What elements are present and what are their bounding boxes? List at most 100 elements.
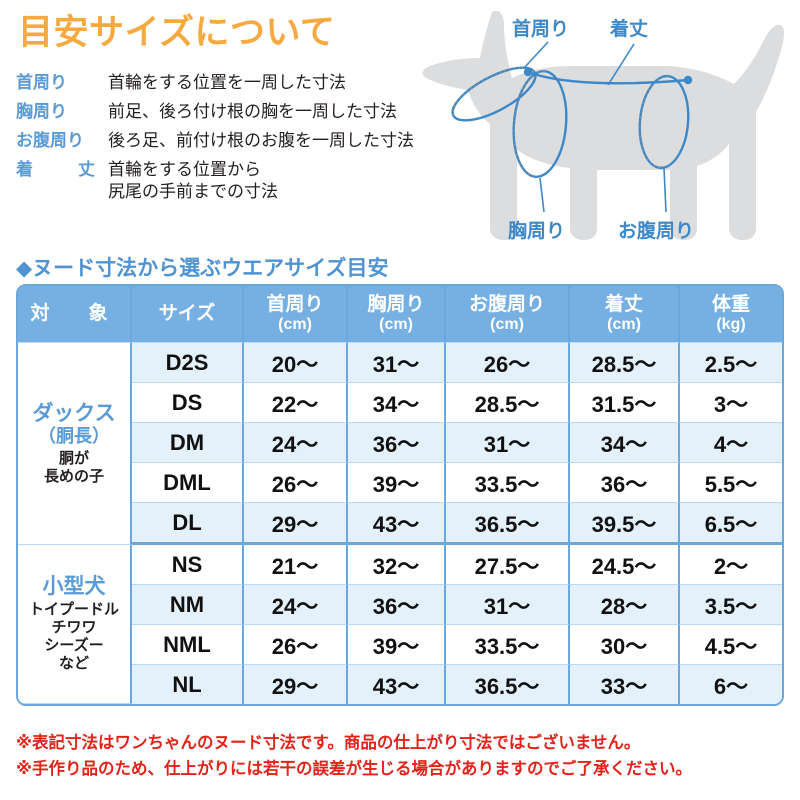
cell-neck: 24〜 xyxy=(244,585,348,625)
definition-desc-neck-line1: 首輪をする位置を一周した寸法 xyxy=(108,73,346,92)
length-leader-line xyxy=(607,43,635,86)
footnote-1: ※表記寸法はワンちゃんのヌード寸法です。商品の仕上がり寸法ではございません。 xyxy=(16,734,641,752)
cell-weight: 2.5〜 xyxy=(680,343,782,383)
group-label-small-dog: 小型犬 トイプードル チワワ シーズー など xyxy=(18,545,132,704)
definition-row-length: 着 丈 首輪をする位置から 尻尾の手前までの寸法 xyxy=(16,159,446,203)
definition-row-chest: 胸周り 前足、後ろ付け根の胸を一周した寸法 xyxy=(16,101,446,123)
cell-length: 28.5〜 xyxy=(570,343,680,383)
table-row: 小型犬 トイプードル チワワ シーズー など NS 21〜 32〜 27.5〜 … xyxy=(18,545,782,704)
dog-measurement-diagram: 首周り 着丈 胸周り お腹周り xyxy=(420,0,800,260)
col-header-length-label: 着丈 xyxy=(604,294,643,316)
cell-neck: 26〜 xyxy=(244,463,348,503)
diagram-label-neck: 首周り xyxy=(512,19,570,40)
group-note-small-dog: トイプードル チワワ シーズー など xyxy=(18,601,130,673)
diagram-label-length: 着丈 xyxy=(610,19,649,40)
col-header-weight-unit: (kg) xyxy=(716,315,746,333)
cell-belly: 31〜 xyxy=(446,585,570,625)
cell-weight: 6〜 xyxy=(680,665,782,704)
size-table-container: 対 象 サイズ 首周り (cm) 胸周り (cm) お腹周り (cm) 着丈 (… xyxy=(16,284,784,706)
cell-weight: 5.5〜 xyxy=(680,463,782,503)
cell-neck: 24〜 xyxy=(244,423,348,463)
cell-belly: 27.5〜 xyxy=(446,545,570,585)
group-name-small-dog: 小型犬 xyxy=(42,574,106,598)
back-length-measure-line xyxy=(523,67,693,85)
group-sub-dachshund: （胴長） xyxy=(38,426,110,447)
group-note-small-dog-line2: チワワ xyxy=(51,619,97,637)
belly-leader-line xyxy=(663,167,667,213)
definition-term-chest: 胸周り xyxy=(16,102,67,122)
col-header-chest-unit: (cm) xyxy=(379,315,413,333)
definition-term-belly: お腹周り xyxy=(16,131,84,151)
cell-chest: 43〜 xyxy=(348,503,446,545)
cell-length: 30〜 xyxy=(570,625,680,665)
measurement-definitions: 首周り 首輪をする位置を一周した寸法 胸周り 前足、後ろ付け根の胸を一周した寸法… xyxy=(16,72,446,210)
cell-chest: 34〜 xyxy=(348,383,446,423)
cell-belly: 36.5〜 xyxy=(446,503,570,545)
cell-length: 33〜 xyxy=(570,665,680,704)
page-title: 目安サイズについて xyxy=(18,13,336,52)
group-label-dachshund: ダックス （胴長） 胴が 長めの子 xyxy=(18,343,132,545)
col-header-belly-unit: (cm) xyxy=(490,315,524,333)
definition-term-neck: 首周り xyxy=(16,73,67,92)
cell-size: NS xyxy=(132,545,244,585)
cell-size: DM xyxy=(132,423,244,463)
cell-chest: 39〜 xyxy=(348,625,446,665)
cell-belly: 33.5〜 xyxy=(446,463,570,503)
cell-belly: 28.5〜 xyxy=(446,383,570,423)
cell-chest: 36〜 xyxy=(348,585,446,625)
table-header: 対 象 サイズ 首周り (cm) 胸周り (cm) お腹周り (cm) 着丈 (… xyxy=(18,286,782,343)
col-header-weight-label: 体重 xyxy=(711,294,750,316)
cell-size: NM xyxy=(132,585,244,625)
cell-neck: 26〜 xyxy=(244,625,348,665)
cell-size: DL xyxy=(132,503,244,545)
col-header-length: 着丈 (cm) xyxy=(570,286,680,343)
col-header-belly-label: お腹周り xyxy=(468,294,545,316)
cell-weight: 3〜 xyxy=(680,383,782,423)
cell-chest: 32〜 xyxy=(348,545,446,585)
cell-chest: 36〜 xyxy=(348,423,446,463)
dog-silhouette-icon xyxy=(422,10,785,241)
cell-size: NML xyxy=(132,625,244,665)
cell-belly: 36.5〜 xyxy=(446,665,570,704)
table-row: DM 24〜 36〜 31〜 34〜 4〜 xyxy=(18,423,782,463)
table-body: ダックス （胴長） 胴が 長めの子 D2S 20〜 31〜 26〜 28.5〜 … xyxy=(18,343,782,704)
cell-length: 39.5〜 xyxy=(570,503,680,545)
cell-weight: 3.5〜 xyxy=(680,585,782,625)
cell-belly: 31〜 xyxy=(446,423,570,463)
group-note-small-dog-line3: シーズー xyxy=(44,637,104,655)
cell-length: 34〜 xyxy=(570,423,680,463)
definition-desc-length-line2: 尻尾の手前までの寸法 xyxy=(108,182,278,202)
group-note-dachshund-line1: 胴が xyxy=(58,449,89,467)
cell-chest: 43〜 xyxy=(348,665,446,704)
col-header-chest-label: 胸周り xyxy=(367,294,425,316)
cell-weight: 2〜 xyxy=(680,545,782,585)
cell-length: 36〜 xyxy=(570,463,680,503)
footnotes: ※表記寸法はワンちゃんのヌード寸法です。商品の仕上がり寸法ではございません。 ※… xyxy=(16,731,796,782)
cell-neck: 29〜 xyxy=(244,503,348,545)
group-note-dachshund: 胴が 長めの子 xyxy=(18,450,130,486)
section-heading: ◆ヌード寸法から選ぶウエアサイズ目安 xyxy=(16,257,389,280)
cell-weight: 6.5〜 xyxy=(680,503,782,545)
cell-neck: 29〜 xyxy=(244,665,348,704)
col-header-weight: 体重 (kg) xyxy=(680,286,782,343)
cell-chest: 39〜 xyxy=(348,463,446,503)
col-header-target: 対 象 xyxy=(18,286,132,343)
table-row: ダックス （胴長） 胴が 長めの子 D2S 20〜 31〜 26〜 28.5〜 … xyxy=(18,343,782,545)
neck-measure-ellipse xyxy=(451,66,537,122)
cell-length: 28〜 xyxy=(570,585,680,625)
table-row: NL 29〜 43〜 36.5〜 33〜 6〜 xyxy=(18,665,782,704)
definition-row-neck: 首周り 首輪をする位置を一周した寸法 xyxy=(16,72,446,94)
definition-desc-chest: 前足、後ろ付け根の胸を一周した寸法 xyxy=(108,101,397,123)
cell-belly: 26〜 xyxy=(446,343,570,383)
col-header-belly: お腹周り (cm) xyxy=(446,286,570,343)
chest-measure-ellipse xyxy=(512,69,568,179)
cell-weight: 4.5〜 xyxy=(680,625,782,665)
table-row: DS 22〜 34〜 28.5〜 31.5〜 3〜 xyxy=(18,383,782,423)
group-name-dachshund: ダックス xyxy=(32,401,116,425)
cell-belly: 33.5〜 xyxy=(446,625,570,665)
col-header-length-unit: (cm) xyxy=(607,315,641,333)
cell-length: 31.5〜 xyxy=(570,383,680,423)
group-note-dachshund-line2: 長めの子 xyxy=(43,467,104,485)
cell-chest: 31〜 xyxy=(348,343,446,383)
group-note-small-dog-line1: トイプードル xyxy=(28,601,119,619)
